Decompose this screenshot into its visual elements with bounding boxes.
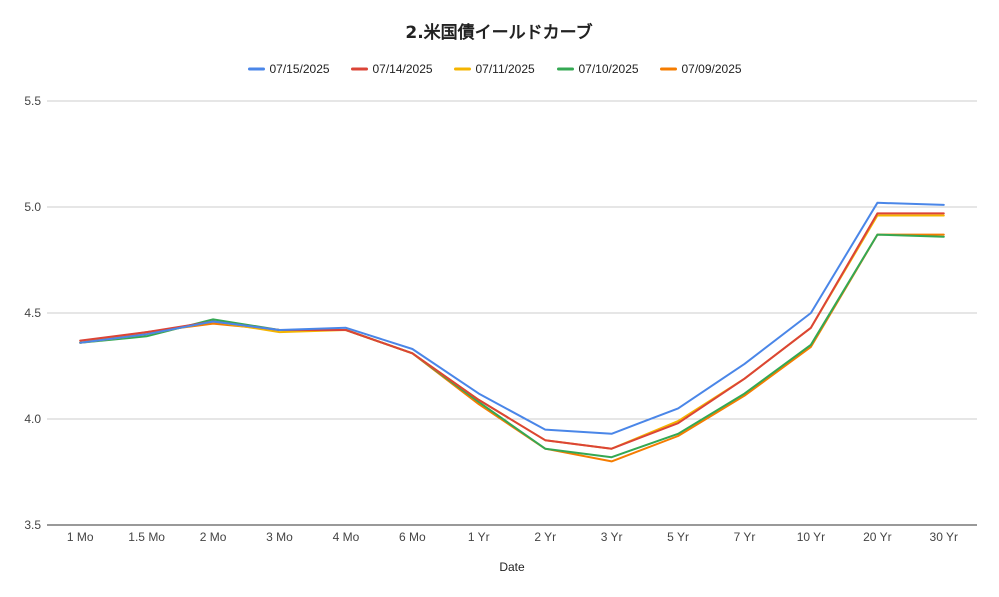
chart-title: 2.米国債イールドカーブ [405, 22, 592, 43]
chart-legend: 07/15/2025 07/14/2025 07/11/2025 07/10/2025… [248, 62, 742, 76]
x-tick-label: 20 Yr [863, 530, 891, 544]
series-line [79, 212, 945, 450]
x-tick-label: 4 Mo [333, 530, 360, 544]
x-tick-label: 1 Yr [468, 530, 490, 544]
series-line [79, 201, 945, 435]
x-tick-label: 7 Yr [734, 530, 756, 544]
series-line [79, 233, 945, 459]
y-tick-label: 3.5 [24, 518, 41, 532]
legend-label: 07/14/2025 [373, 62, 433, 76]
x-tick-label: 5 Yr [667, 530, 689, 544]
legend-item: 07/15/2025 [248, 62, 330, 76]
series-line [79, 233, 945, 463]
x-tick-label: 1.5 Mo [128, 530, 165, 544]
x-tick-label: 1 Mo [67, 530, 94, 544]
x-tick-label: 30 Yr [930, 530, 958, 544]
legend-label: 07/09/2025 [682, 62, 742, 76]
x-axis-label: Date [499, 560, 525, 574]
x-tick-label: 2 Yr [534, 530, 556, 544]
x-tick-label: 2 Mo [200, 530, 227, 544]
y-tick-label: 4.5 [24, 306, 41, 320]
x-tick-label: 3 Yr [601, 530, 623, 544]
legend-label: 07/15/2025 [270, 62, 330, 76]
y-tick-label: 5.0 [24, 200, 41, 214]
y-axis-ticks: 3.5 4.0 4.5 5.0 5.5 [24, 94, 41, 532]
chart-series [79, 201, 945, 463]
legend-label: 07/11/2025 [476, 62, 535, 76]
x-tick-label: 6 Mo [399, 530, 426, 544]
series-line [79, 214, 945, 450]
x-tick-label: 3 Mo [266, 530, 293, 544]
legend-item: 07/11/2025 [454, 62, 535, 76]
legend-label: 07/10/2025 [579, 62, 639, 76]
x-axis-ticks: 1 Mo 1.5 Mo 2 Mo 3 Mo 4 Mo 6 Mo 1 Yr 2 Yr 3 Yr 5 … [67, 530, 958, 544]
x-tick-label: 10 Yr [797, 530, 825, 544]
legend-item: 07/10/2025 [557, 62, 639, 76]
y-tick-label: 5.5 [24, 94, 41, 108]
chart-gridlines [47, 100, 977, 526]
y-tick-label: 4.0 [24, 412, 41, 426]
legend-item: 07/09/2025 [660, 62, 742, 76]
legend-item: 07/14/2025 [351, 62, 433, 76]
